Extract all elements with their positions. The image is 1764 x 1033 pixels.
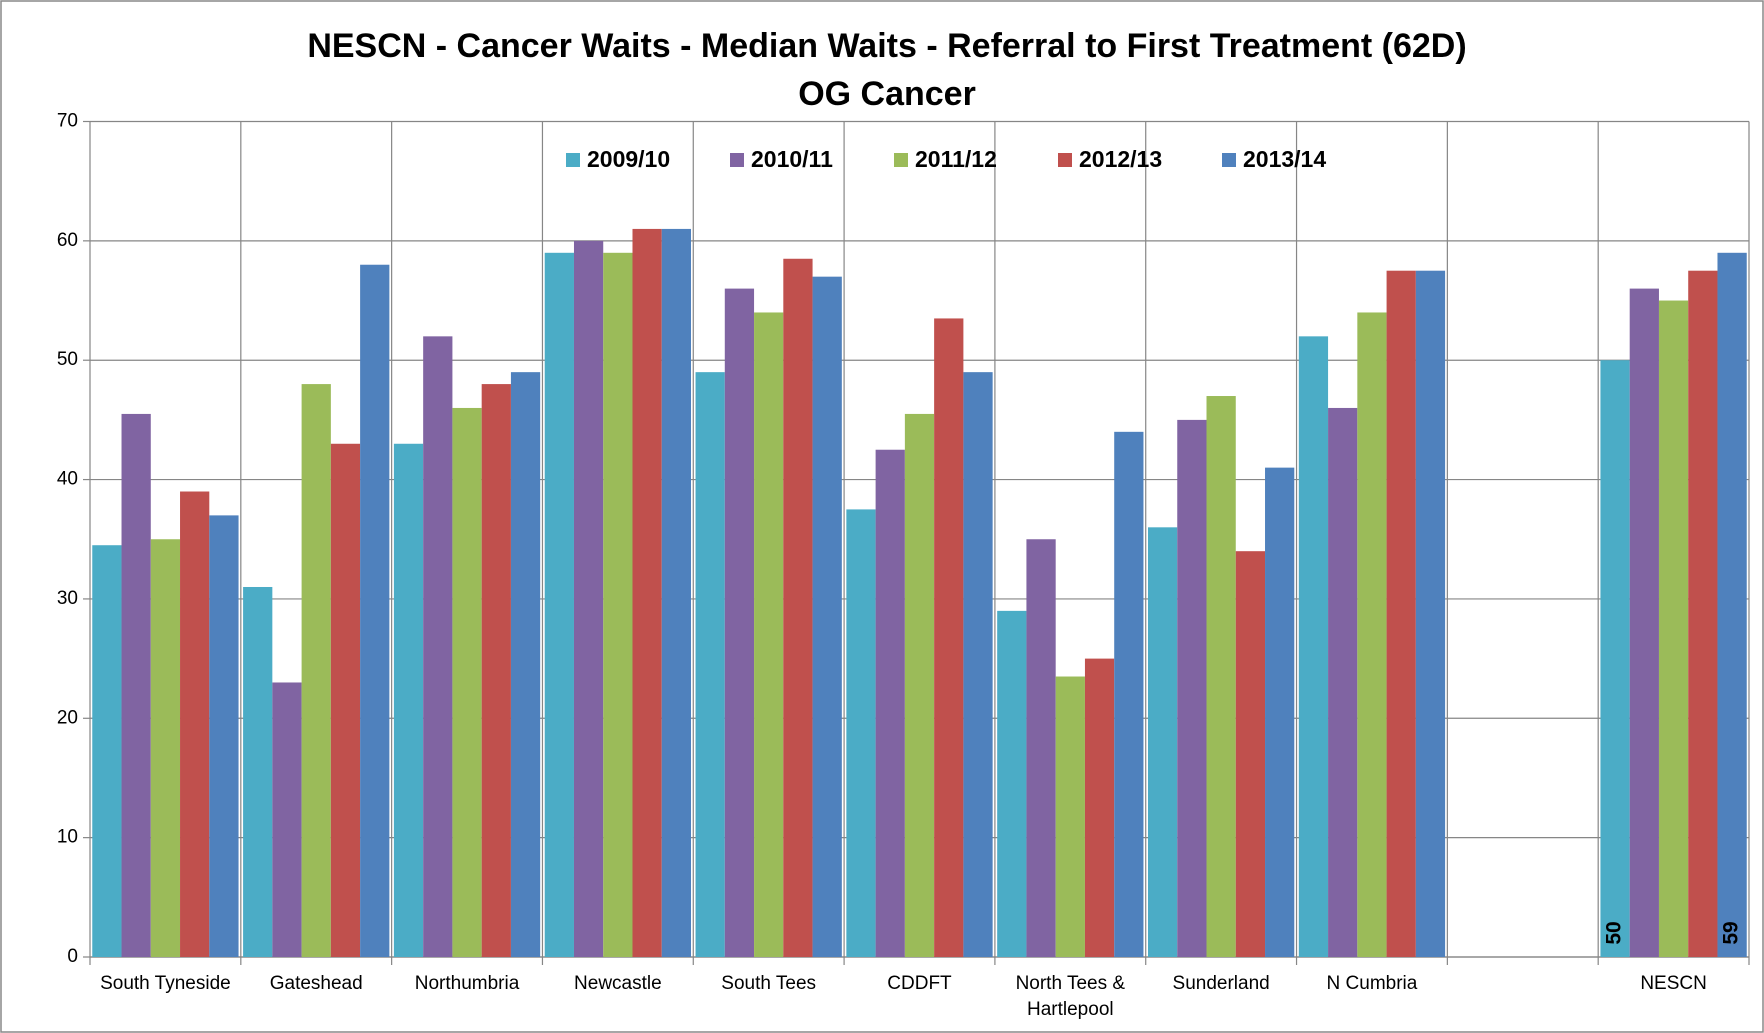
legend-label: 2009/10	[587, 146, 670, 172]
y-tick-label: 30	[57, 588, 78, 609]
bar	[180, 491, 210, 957]
y-tick-label: 0	[67, 946, 78, 967]
legend-label: 2010/11	[751, 146, 833, 172]
bar	[875, 449, 905, 957]
legend-swatch	[566, 153, 580, 167]
bar	[544, 252, 574, 958]
y-tick-label: 50	[57, 349, 78, 370]
bar	[209, 515, 239, 957]
bar	[661, 228, 692, 957]
bar	[603, 252, 633, 958]
bar	[1629, 288, 1659, 958]
bar	[1415, 270, 1446, 958]
bar	[1265, 467, 1295, 957]
x-tick-label: North Tees & Hartlepool	[1015, 973, 1126, 1020]
bar	[632, 228, 662, 957]
legend-label: 2011/12	[915, 146, 997, 172]
chart-subtitle: OG Cancer	[798, 75, 976, 113]
bar	[360, 264, 390, 957]
bar	[481, 384, 511, 958]
bar	[423, 336, 453, 957]
legend-swatch	[1222, 153, 1236, 167]
y-tick-label: 70	[57, 111, 78, 132]
bar	[1147, 527, 1178, 957]
bar	[695, 372, 725, 957]
bar	[934, 318, 964, 957]
bar	[330, 443, 361, 957]
x-tick-label: Newcastle	[574, 973, 662, 994]
bar	[1688, 270, 1718, 958]
x-tick-label: South Tees	[721, 973, 817, 994]
bar	[724, 288, 755, 958]
legend-label: 2013/14	[1243, 146, 1326, 172]
bar	[1026, 539, 1056, 957]
bar	[1600, 360, 1630, 957]
bar	[1235, 551, 1266, 957]
bar	[1084, 658, 1115, 957]
x-tick-label: Northumbria	[414, 973, 520, 994]
bar	[121, 413, 151, 957]
bar	[1177, 419, 1207, 958]
legend-swatch	[894, 153, 908, 167]
legend-label: 2012/13	[1079, 146, 1162, 172]
bar	[812, 276, 842, 957]
x-tick-label: NESCN	[1640, 973, 1707, 994]
legend-swatch	[730, 153, 744, 167]
bar	[1328, 407, 1358, 957]
bar	[1114, 431, 1144, 957]
bar	[1386, 270, 1416, 958]
bar	[997, 610, 1027, 957]
x-tick-label: N Cumbria	[1326, 973, 1418, 994]
bar	[1055, 676, 1085, 957]
y-tick-label: 20	[57, 707, 78, 728]
bar	[510, 372, 541, 957]
bar	[1717, 252, 1747, 958]
bar	[92, 545, 122, 957]
bar	[904, 413, 935, 957]
bar	[150, 539, 181, 957]
x-tick-label: CDDFT	[887, 973, 952, 994]
x-tick-label: South Tyneside	[100, 973, 231, 994]
bar	[846, 509, 876, 957]
bar	[452, 407, 482, 957]
bar	[754, 312, 784, 957]
bar	[963, 372, 993, 957]
y-tick-label: 60	[57, 230, 78, 251]
data-label: 59	[1720, 921, 1743, 944]
y-tick-label: 10	[57, 827, 78, 848]
bar	[1658, 300, 1689, 957]
y-tick-label: 40	[57, 469, 78, 490]
bar	[393, 443, 424, 957]
bar	[573, 240, 604, 957]
bar	[243, 586, 273, 957]
bar	[1298, 336, 1329, 957]
data-label: 50	[1603, 921, 1626, 944]
bar	[301, 384, 331, 958]
bar	[783, 258, 813, 957]
x-tick-label: Sunderland	[1172, 973, 1270, 994]
bar	[272, 682, 302, 957]
chart-title: NESCN - Cancer Waits - Median Waits - Re…	[307, 27, 1466, 65]
bar	[1357, 312, 1387, 957]
x-tick-label: Gateshead	[269, 973, 363, 994]
bar	[1206, 396, 1236, 957]
legend-swatch	[1058, 153, 1072, 167]
